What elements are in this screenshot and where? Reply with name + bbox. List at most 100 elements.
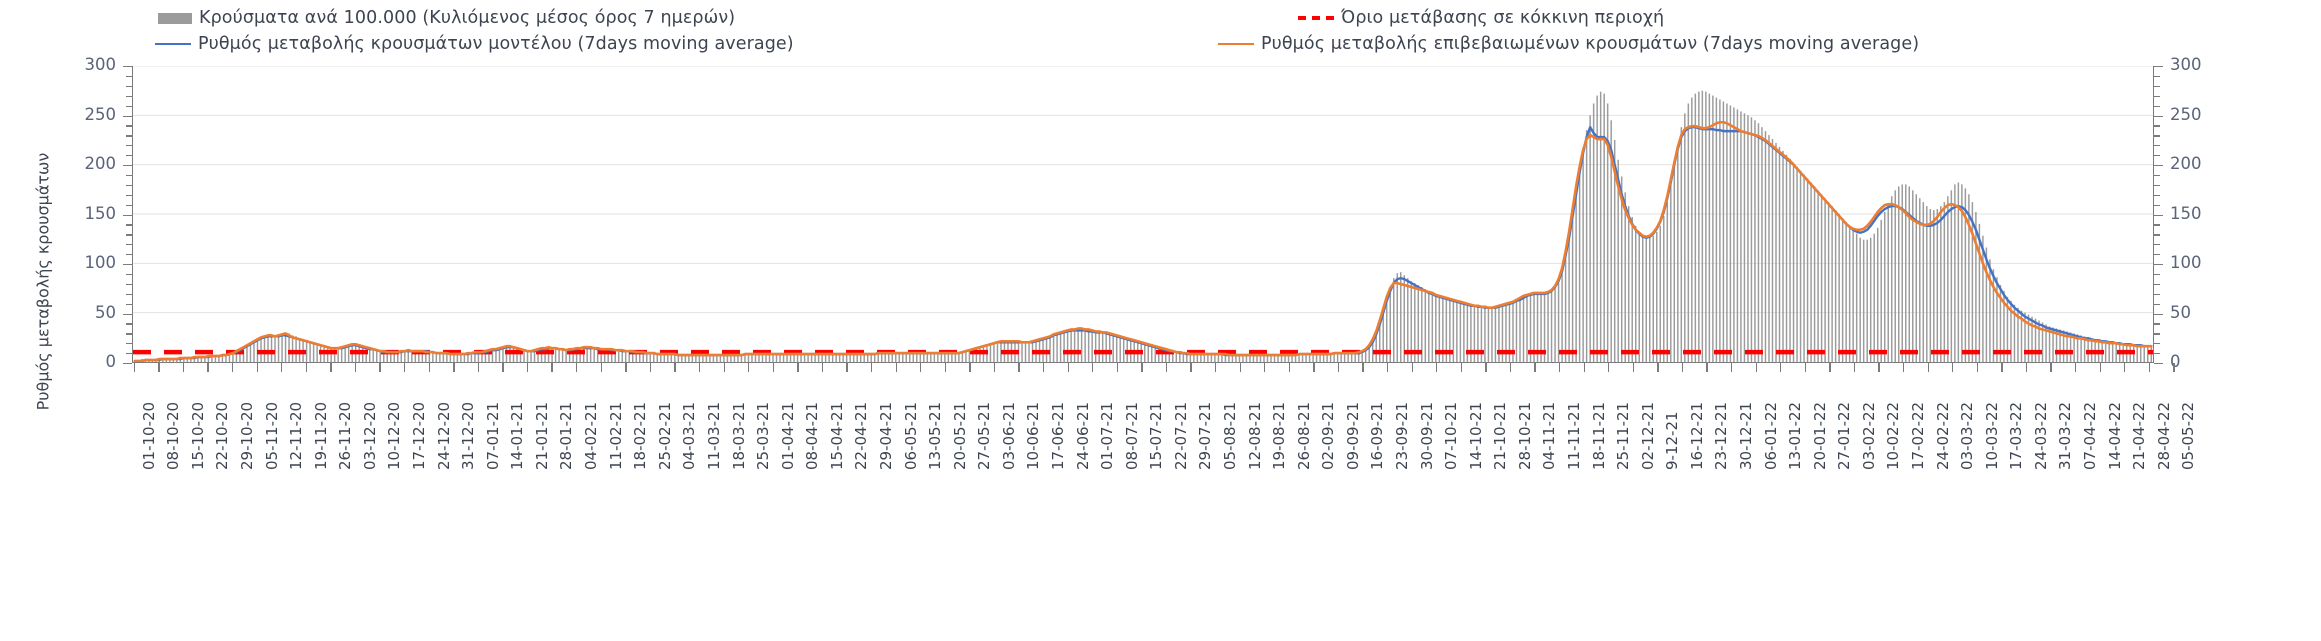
- legend-label-bars: Κρούσματα ανά 100.000 (Κυλιόμενος μέσος …: [199, 8, 736, 28]
- x-tick-label: 31-03-22: [2056, 401, 2075, 470]
- x-tick-label: 23-12-21: [1712, 401, 1731, 470]
- x-tick-label: 19-08-21: [1270, 401, 1289, 470]
- x-tick-label: 14-04-22: [2105, 401, 2124, 470]
- x-tick-label: 29-04-21: [876, 401, 895, 470]
- y-tick-label: 100: [84, 253, 117, 272]
- y-tick-label-right: 200: [2170, 154, 2202, 173]
- x-tick-label: 27-01-22: [1835, 401, 1854, 470]
- y-tick-label: 150: [84, 203, 117, 223]
- orange-line-swatch-icon: [1218, 43, 1254, 45]
- x-tick-label: 24-02-22: [1933, 401, 1952, 470]
- x-tick-label: 06-05-21: [901, 401, 920, 470]
- x-tick-label: 10-12-20: [385, 401, 404, 470]
- x-tick-label: 17-02-22: [1909, 401, 1927, 470]
- plot-canvas: [132, 66, 2154, 363]
- x-tick-label: 05-11-20: [262, 401, 281, 470]
- x-tick-label: 16-09-21: [1368, 401, 1387, 470]
- y-tick-label: 300: [84, 55, 117, 74]
- x-tick-label: 12-11-20: [287, 401, 306, 470]
- x-tick-label: 13-05-21: [926, 401, 945, 470]
- x-tick-label: 16-12-21: [1687, 401, 1706, 470]
- y-tick-label: 0: [105, 352, 117, 371]
- x-tick-label: 28-10-21: [1515, 401, 1534, 470]
- x-tick-label: 22-10-20: [213, 401, 232, 470]
- x-tick-label: 08-04-21: [803, 401, 822, 470]
- x-tick-label: 01-04-21: [778, 401, 797, 470]
- x-tick-label: 9-12-21: [1663, 411, 1682, 470]
- x-tick-label: 23-09-21: [1392, 401, 1411, 470]
- x-axis-ticks: [132, 363, 2175, 372]
- x-tick-label: 20-05-21: [950, 401, 969, 470]
- x-tick-label: 31-12-20: [459, 401, 478, 470]
- x-axis-labels: 01-10-20 08-10-20 15-10-20 22-10-20 29-10-20…: [0, 374, 2321, 494]
- x-tick-label: 03-02-22: [1859, 401, 1878, 470]
- x-tick-label: 13-01-22: [1786, 401, 1805, 470]
- x-tick-label: 15-10-20: [188, 401, 207, 470]
- x-tick-label: 10-02-22: [1884, 401, 1903, 470]
- x-tick-label: 14-01-21: [508, 401, 527, 470]
- y-tick-label-right: 150: [2170, 203, 2202, 223]
- legend-label-model-line: Ρυθμός μεταβολής κρουσμάτων μοντέλου (7d…: [198, 34, 794, 54]
- x-tick-label: 26-11-20: [336, 401, 355, 470]
- x-tick-label: 08-07-21: [1122, 401, 1141, 470]
- legend-item-bars[interactable]: Κρούσματα ανά 100.000 (Κυλιόμενος μέσος …: [158, 8, 735, 28]
- x-tick-label: 06-01-22: [1761, 401, 1780, 470]
- x-tick-label: 04-02-21: [582, 401, 601, 470]
- y-tick-label: 50: [95, 302, 116, 322]
- legend-item-confirmed-line[interactable]: Ρυθμός μεταβολής επιβεβαιωμένων κρουσμάτ…: [1218, 34, 1919, 54]
- x-tick-label: 25-03-21: [754, 401, 773, 470]
- x-tick-label: 11-11-21: [1564, 401, 1583, 470]
- x-tick-label: 08-10-20: [164, 401, 183, 470]
- bar-swatch-icon: [158, 12, 192, 24]
- legend-item-model-line[interactable]: Ρυθμός μεταβολής κρουσμάτων μοντέλου (7d…: [155, 34, 794, 54]
- x-tick-label: 11-03-21: [704, 401, 723, 470]
- x-tick-label: 07-01-21: [483, 401, 502, 470]
- x-tick-label: 24-06-21: [1073, 401, 1092, 470]
- x-tick-label: 21-10-21: [1491, 401, 1510, 470]
- x-tick-label: 26-08-21: [1294, 401, 1313, 470]
- x-tick-label: 04-03-21: [680, 401, 699, 470]
- x-tick-label: 10-06-21: [1024, 401, 1043, 470]
- plot-area: [132, 66, 2154, 363]
- x-tick-label: 21-04-22: [2130, 401, 2149, 470]
- chart-svg: [133, 66, 2153, 362]
- legend-label-threshold: Όριο μετάβασης σε κόκκινη περιοχή: [1341, 8, 1665, 28]
- x-tick-label: 03-12-20: [360, 401, 379, 470]
- x-tick-label: 05-08-21: [1220, 401, 1239, 470]
- x-tick-label: 12-08-21: [1245, 401, 1264, 470]
- x-tick-label: 17-06-21: [1048, 401, 1067, 470]
- y-tick-label: 200: [84, 154, 117, 173]
- x-tick-label: 30-12-21: [1736, 401, 1755, 470]
- x-tick-label: 05-05-22: [2179, 401, 2198, 470]
- x-tick-label: 17-03-22: [2007, 401, 2026, 470]
- x-tick-label: 11-02-21: [606, 401, 625, 470]
- x-tick-label: 18-11-21: [1589, 401, 1608, 470]
- x-tick-label: 03-06-21: [999, 401, 1018, 470]
- legend-label-confirmed-line: Ρυθμός μεταβολής επιβεβαιωμένων κρουσμάτ…: [1261, 34, 1920, 54]
- x-tick-label: 01-07-21: [1098, 401, 1117, 470]
- x-tick-label: 07-04-22: [2081, 401, 2100, 470]
- x-tick-label: 29-10-20: [238, 401, 257, 470]
- chart-legend: Κρούσματα ανά 100.000 (Κυλιόμενος μέσος …: [0, 0, 2321, 58]
- x-tick-label: 28-01-21: [557, 401, 576, 470]
- x-tick-label: 25-02-21: [655, 401, 674, 470]
- x-tick-label: 29-07-21: [1196, 401, 1215, 470]
- x-tick-label: 22-07-21: [1171, 401, 1190, 470]
- legend-item-threshold[interactable]: Όριο μετάβασης σε κόκκινη περιοχή: [1298, 8, 1664, 28]
- x-tick-label: 01-10-20: [139, 401, 158, 470]
- y-tick-label-right: 250: [2170, 104, 2202, 124]
- y-tick-label-right: 300: [2170, 55, 2202, 74]
- x-tick-label: 25-11-21: [1614, 401, 1633, 470]
- x-tick-label: 28-04-22: [2154, 401, 2173, 470]
- x-tick-label: 02-09-21: [1319, 401, 1338, 470]
- y-tick-label-right: 100: [2170, 253, 2202, 272]
- x-tick-label: 24-03-22: [2031, 401, 2050, 470]
- x-tick-label: 03-03-22: [1958, 401, 1977, 470]
- x-tick-label: 15-07-21: [1147, 401, 1166, 470]
- y-tick-label-right: 50: [2170, 302, 2191, 322]
- x-tick-label: 30-09-21: [1417, 401, 1436, 470]
- y-tick-label-right: 0: [2170, 352, 2181, 371]
- x-tick-label: 27-05-21: [975, 401, 994, 470]
- y-tick-label: 250: [84, 104, 117, 124]
